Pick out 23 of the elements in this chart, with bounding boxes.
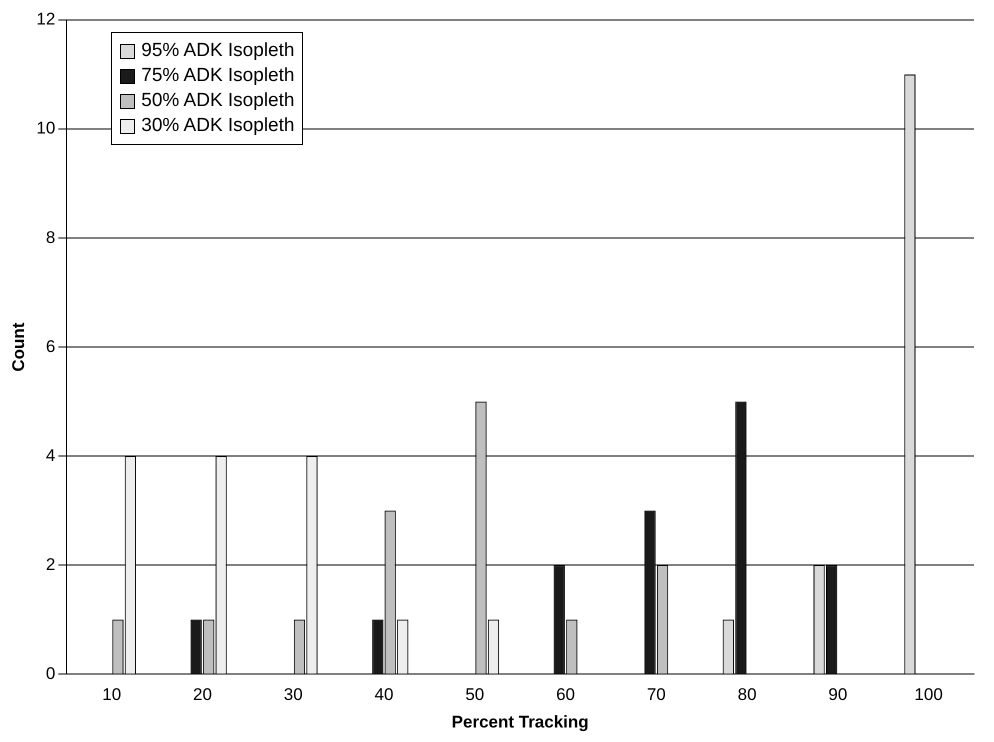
x-tick-label: 50 bbox=[465, 685, 484, 704]
x-tick-label: 80 bbox=[738, 685, 757, 704]
x-axis-title: Percent Tracking bbox=[452, 712, 589, 732]
y-tick-label: 4 bbox=[46, 446, 56, 465]
y-tick-label: 6 bbox=[46, 336, 56, 356]
x-tick-label: 90 bbox=[828, 685, 848, 704]
y-tick-label: 0 bbox=[46, 664, 56, 683]
x-tick-label: 70 bbox=[646, 685, 666, 704]
y-tick-label: 2 bbox=[46, 554, 56, 574]
legend-label: 75% ADK Isopleth bbox=[141, 65, 294, 87]
y-tick-label: 10 bbox=[36, 118, 56, 138]
y-tick-label: 12 bbox=[36, 10, 56, 29]
x-tick-label: 10 bbox=[102, 685, 122, 704]
x-tick-label: 60 bbox=[556, 685, 575, 704]
x-tick-label: 40 bbox=[374, 685, 394, 704]
x-tick-label: 30 bbox=[284, 685, 303, 704]
x-tick-label: 20 bbox=[193, 685, 212, 704]
y-tick-label: 8 bbox=[46, 228, 56, 247]
legend-label: 50% ADK Isopleth bbox=[141, 90, 294, 112]
x-tick-label: 100 bbox=[914, 685, 943, 704]
legend-label: 30% ADK Isopleth bbox=[141, 115, 294, 137]
y-axis-title: Count bbox=[8, 322, 28, 372]
legend-label: 95% ADK Isopleth bbox=[141, 40, 294, 62]
